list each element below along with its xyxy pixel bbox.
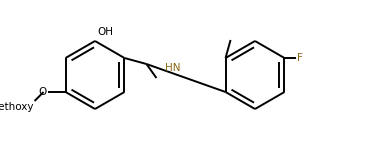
Text: O: O <box>38 87 47 97</box>
Text: methoxy: methoxy <box>0 102 34 112</box>
Text: HN: HN <box>165 63 181 73</box>
Text: F: F <box>297 53 303 63</box>
Text: OH: OH <box>97 27 113 37</box>
